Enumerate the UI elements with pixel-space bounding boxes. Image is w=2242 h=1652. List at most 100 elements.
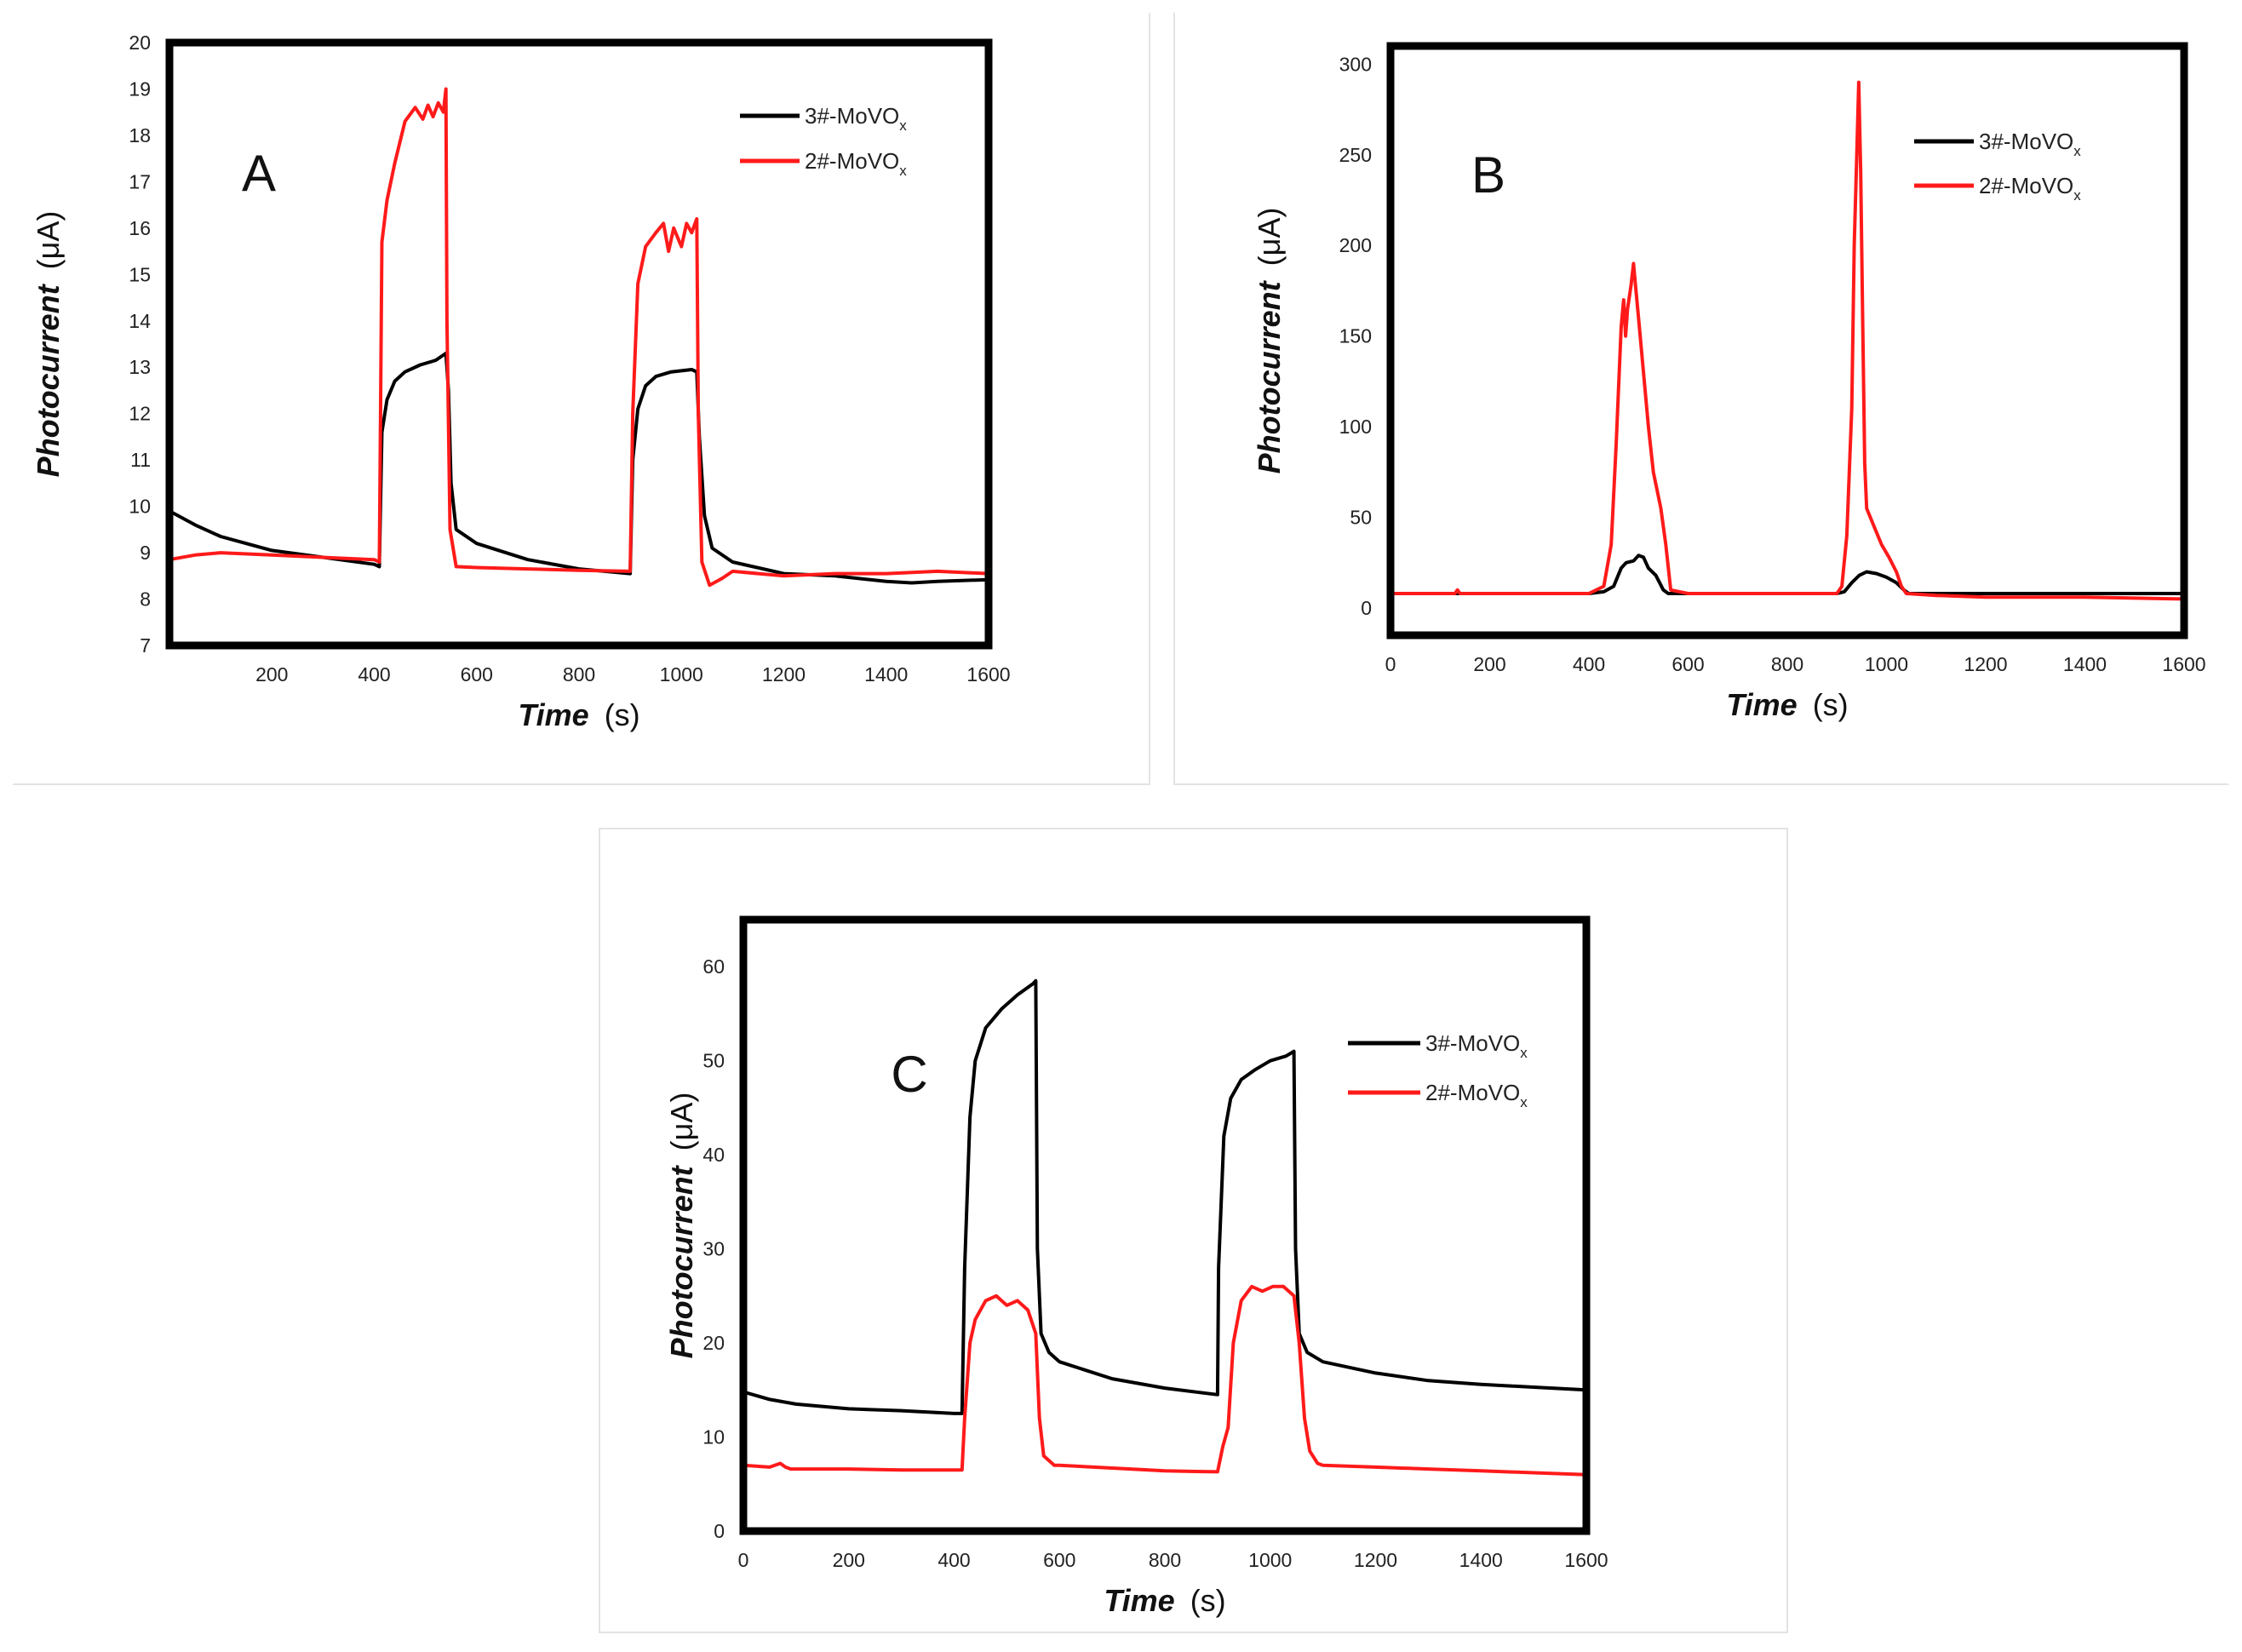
- legend-label-b-1: 2#-MoVOx: [1979, 173, 2081, 204]
- y-axis-unit-a: (μA): [31, 211, 66, 270]
- legend-label-a-0: 3#-MoVOx: [805, 103, 907, 134]
- x-tick-label-c: 0: [738, 1549, 749, 1571]
- y-tick-label-a: 15: [129, 263, 151, 285]
- y-axis-label-b: Photocurrent: [1252, 279, 1287, 473]
- y-tick-label-b: 100: [1339, 416, 1372, 438]
- x-axis-unit-b: (s): [1813, 687, 1849, 722]
- y-tick-label-c: 60: [702, 955, 725, 978]
- x-tick-label-c: 1400: [1459, 1549, 1503, 1571]
- x-tick-label-c: 1200: [1354, 1549, 1397, 1571]
- x-tick-label-c: 600: [1043, 1549, 1075, 1571]
- x-tick-label-b: 1600: [2162, 653, 2205, 675]
- x-tick-label-b: 1400: [2063, 653, 2107, 675]
- x-tick-label-b: 1000: [1865, 653, 1908, 675]
- x-tick-label-a: 1200: [762, 663, 806, 685]
- y-tick-label-b: 0: [1361, 597, 1372, 619]
- panel-label-b: B: [1471, 146, 1505, 204]
- legend-label-subscript: x: [2073, 143, 2081, 159]
- y-tick-label-a: 9: [140, 542, 151, 564]
- y-tick-label-c: 10: [702, 1426, 725, 1448]
- y-tick-label-a: 13: [129, 356, 151, 378]
- legend-label-main: 3#-MoVO: [1979, 129, 2073, 154]
- x-axis-label-c: Time: [1104, 1583, 1174, 1618]
- y-tick-label-a: 18: [129, 124, 151, 146]
- y-tick-label-a: 19: [129, 77, 151, 100]
- y-tick-label-a: 20: [129, 32, 151, 54]
- panel-label-a: A: [242, 145, 276, 202]
- x-tick-label-b: 600: [1671, 653, 1704, 675]
- x-tick-label-c: 1000: [1248, 1549, 1292, 1571]
- x-tick-label-a: 200: [255, 663, 288, 685]
- y-tick-label-c: 40: [702, 1144, 725, 1166]
- chart-b: 0 50 100 150 200 250 300 0 200 400 600 800 1000 1200 1…: [1252, 42, 2206, 722]
- x-tick-label-c: 200: [833, 1549, 865, 1571]
- x-tick-label-a: 1400: [864, 663, 908, 685]
- y-tick-label-a: 17: [129, 170, 151, 192]
- plot-frame-c: [739, 915, 1591, 1535]
- y-tick-label-c: 0: [714, 1520, 725, 1542]
- x-tick-label-a: 400: [358, 663, 390, 685]
- legend-label-main: 3#-MoVO: [805, 103, 899, 129]
- series-line-a-1: [169, 87, 989, 588]
- legend-label-subscript: x: [1520, 1045, 1528, 1061]
- legend-label-main: 2#-MoVO: [805, 148, 899, 174]
- legend-label-main: 2#-MoVO: [1979, 173, 2073, 198]
- y-axis-unit-b: (μA): [1252, 208, 1287, 267]
- legend-label-main: 2#-MoVO: [1425, 1080, 1520, 1105]
- y-tick-label-a: 11: [130, 449, 151, 471]
- legend-label-main: 3#-MoVO: [1425, 1030, 1520, 1056]
- x-axis-title-a: Time (s): [518, 697, 639, 732]
- x-axis-unit-c: (s): [1190, 1583, 1226, 1618]
- y-tick-label-b: 50: [1350, 507, 1372, 529]
- plot-frame-a: [165, 38, 993, 650]
- y-tick-label-a: 7: [140, 634, 151, 657]
- y-tick-label-c: 30: [702, 1238, 725, 1260]
- y-tick-label-a: 10: [129, 496, 151, 518]
- y-tick-label-a: 12: [129, 403, 151, 425]
- x-tick-label-c: 400: [938, 1549, 970, 1571]
- y-tick-label-a: 14: [129, 310, 151, 332]
- y-axis-title-b: Photocurrent (μA): [1252, 208, 1287, 474]
- y-axis-label-c: Photocurrent: [664, 1164, 699, 1358]
- y-tick-label-c: 20: [702, 1332, 725, 1354]
- y-tick-label-c: 50: [702, 1050, 725, 1072]
- x-tick-label-c: 800: [1149, 1549, 1181, 1571]
- x-tick-label-a: 600: [461, 663, 493, 685]
- x-axis-title-c: Time (s): [1104, 1583, 1225, 1618]
- y-tick-label-b: 300: [1339, 53, 1372, 75]
- x-tick-label-a: 1000: [660, 663, 703, 685]
- y-axis-title-c: Photocurrent (μA): [664, 1093, 699, 1359]
- y-tick-label-a: 16: [129, 217, 151, 239]
- panel-a-frame: [12, 12, 1150, 785]
- legend-label-b-0: 3#-MoVOx: [1979, 129, 2081, 159]
- x-tick-label-b: 400: [1573, 653, 1605, 675]
- series-line-c-0: [743, 978, 1586, 1415]
- series-line-a-0: [169, 351, 989, 585]
- series-line-b-0: [1390, 554, 2184, 595]
- y-tick-label-a: 8: [140, 588, 151, 611]
- plot-frame-b: [1386, 42, 2188, 640]
- y-tick-label-b: 150: [1339, 325, 1372, 347]
- x-tick-label-a: 800: [563, 663, 595, 685]
- y-tick-label-b: 200: [1339, 234, 1372, 256]
- x-tick-label-b: 1200: [1964, 653, 2007, 675]
- y-axis-unit-c: (μA): [664, 1093, 699, 1151]
- y-axis-label-a: Photocurrent: [31, 283, 66, 477]
- x-axis-label-a: Time: [518, 697, 588, 732]
- legend-label-subscript: x: [899, 118, 907, 134]
- legend-label-c-1: 2#-MoVOx: [1425, 1080, 1528, 1110]
- legend-label-subscript: x: [2073, 187, 2081, 204]
- y-tick-label-b: 250: [1339, 144, 1372, 166]
- panel-label-c: C: [891, 1046, 927, 1103]
- x-axis-unit-a: (s): [605, 697, 640, 732]
- legend-label-subscript: x: [1520, 1094, 1528, 1110]
- x-axis-title-b: Time (s): [1726, 687, 1848, 722]
- panel-b-frame: [1173, 12, 2229, 785]
- x-tick-label-c: 1600: [1564, 1549, 1608, 1571]
- legend-label-c-0: 3#-MoVOx: [1425, 1030, 1528, 1061]
- legend-label-a-1: 2#-MoVOx: [805, 148, 907, 179]
- series-line-b-1: [1390, 80, 2184, 601]
- y-axis-title-a: Photocurrent (μA): [31, 211, 66, 478]
- chart-a: 7 8 9 10 11 12 13 14 15 16 17 18 19 20 200 400 600 800 100…: [31, 32, 1011, 732]
